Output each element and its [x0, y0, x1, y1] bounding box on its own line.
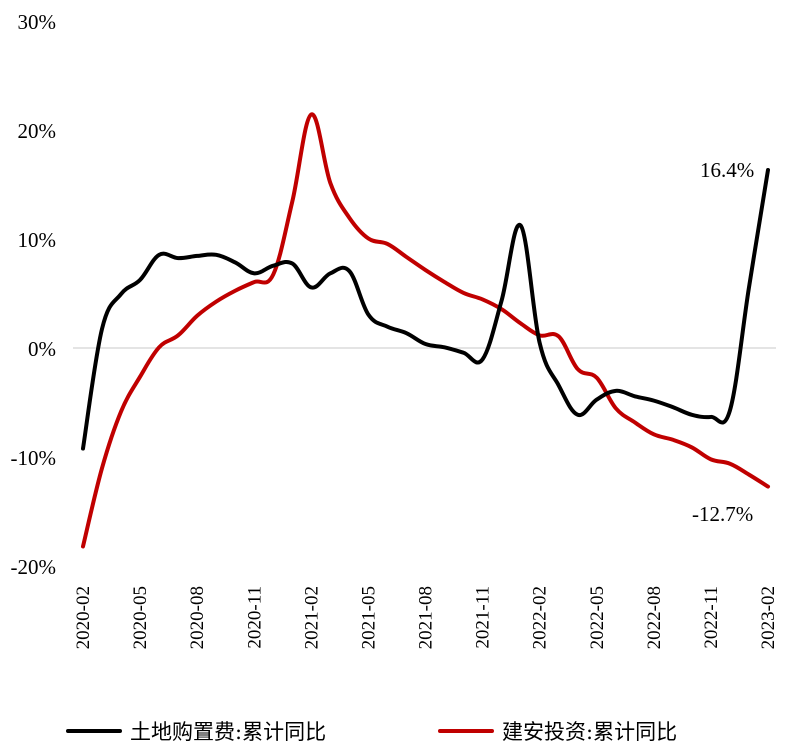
x-tick-label: 2021-02 — [301, 586, 322, 649]
x-tick-label: 2022-11 — [701, 586, 722, 649]
y-axis-tick-labels: 30% 20% 10% 0% -10% -20% — [11, 10, 57, 579]
annotation-construction-last: -12.7% — [692, 502, 753, 526]
x-tick-label: 2021-05 — [358, 586, 379, 649]
x-tick-label: 2020-11 — [244, 586, 265, 649]
y-tick-label-30: 30% — [18, 10, 57, 34]
legend: 土地购置费:累计同比 建安投资:累计同比 — [66, 720, 677, 744]
y-tick-label-20: 20% — [18, 119, 57, 143]
annotation-land-last: 16.4% — [700, 158, 754, 182]
x-tick-label: 2022-02 — [530, 586, 551, 649]
x-tick-label: 2022-05 — [587, 586, 608, 649]
series-line-land — [81, 167, 770, 451]
x-tick-label: 2020-05 — [130, 586, 151, 649]
y-tick-label-neg10: -10% — [11, 446, 57, 470]
x-tick-label: 2020-02 — [73, 586, 94, 649]
legend-label-construction: 建安投资:累计同比 — [502, 720, 677, 744]
x-tick-label: 2023-02 — [758, 586, 779, 649]
y-tick-label-0: 0% — [28, 337, 56, 361]
x-axis-tick-labels: 2020-02 2020-05 2020-08 2020-11 2021-02 2021-… — [73, 586, 779, 649]
x-tick-label: 2020-08 — [187, 586, 208, 649]
y-tick-label-neg20: -20% — [11, 555, 57, 579]
legend-label-land: 土地购置费:累计同比 — [130, 720, 326, 744]
y-tick-label-10: 10% — [18, 228, 57, 252]
x-tick-label: 2022-08 — [644, 586, 665, 649]
series-line-construction — [81, 112, 770, 549]
x-tick-label: 2021-11 — [473, 586, 494, 649]
x-tick-label: 2021-08 — [416, 586, 437, 649]
series-layer — [81, 112, 770, 549]
